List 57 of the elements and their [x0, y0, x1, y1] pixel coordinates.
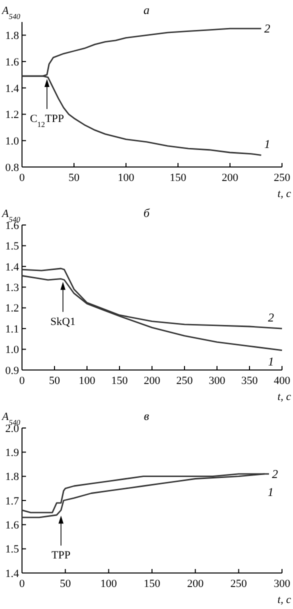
y-tick-label: 1.6 — [5, 520, 20, 532]
x-tick-label: 200 — [222, 172, 239, 184]
x-tick-label: 100 — [78, 375, 96, 387]
x-tick-label: 250 — [230, 578, 248, 590]
annotation: C$_{12}$TPP — [30, 113, 64, 129]
y-tick-label: 1.4 — [5, 82, 20, 95]
x-tick-label: 300 — [274, 578, 291, 590]
series-label: 2 — [264, 22, 270, 36]
x-axis-title: t, с — [278, 188, 292, 200]
x-tick-label: 150 — [144, 578, 161, 590]
annotation: SkQ1 — [50, 316, 76, 328]
y-axis-title: A$_{540}$ — [1, 5, 20, 20]
x-tick-label: 50 — [49, 375, 60, 387]
y-tick-label: 1.0 — [5, 344, 20, 356]
series-label: 1 — [268, 484, 274, 499]
y-tick-label: 1.3 — [5, 282, 20, 294]
x-tick-label: 150 — [111, 375, 128, 387]
y-tick-label: 1.4 — [5, 261, 20, 274]
chart-title: а — [144, 3, 150, 17]
y-tick-label: 1.8 — [5, 30, 20, 42]
y-tick-label: 1.1 — [5, 323, 19, 336]
x-tick-label: 200 — [187, 578, 204, 590]
y-tick-label: 1.4 — [5, 568, 20, 580]
y-tick-label: 1.0 — [5, 135, 20, 148]
y-tick-label: 1.2 — [5, 109, 19, 122]
series-label: 1 — [264, 137, 270, 152]
chart-title: в — [144, 409, 150, 423]
y-tick-label: 1.2 — [5, 302, 19, 315]
y-tick-label: 1.9 — [5, 447, 20, 460]
x-tick-label: 250 — [274, 172, 291, 184]
x-axis-title: t, с — [278, 391, 292, 403]
x-tick-label: 350 — [241, 375, 258, 387]
x-tick-label: 0 — [19, 578, 26, 590]
series-label: 2 — [268, 310, 274, 325]
annotation: TPP — [52, 550, 70, 562]
y-tick-label: 1.5 — [5, 544, 20, 556]
y-tick-label: 1.8 — [5, 471, 20, 484]
y-tick-label: 1.6 — [5, 56, 20, 68]
x-tick-label: 400 — [274, 375, 291, 387]
y-tick-label: 0.9 — [5, 364, 20, 377]
x-tick-label: 100 — [118, 172, 135, 184]
y-tick-label: 1.7 — [5, 495, 20, 508]
y-tick-label: 1.5 — [5, 240, 20, 253]
x-tick-label: 50 — [60, 578, 72, 590]
x-tick-label: 100 — [100, 578, 118, 590]
x-axis-title: t, с — [278, 594, 292, 606]
y-tick-label: 0.8 — [5, 162, 20, 174]
x-tick-label: 200 — [144, 375, 161, 387]
x-tick-label: 250 — [176, 375, 194, 387]
chart-title: б — [143, 206, 150, 220]
x-tick-label: 0 — [19, 172, 26, 184]
x-tick-label: 150 — [170, 172, 187, 184]
series-label: 1 — [268, 354, 274, 368]
x-tick-label: 50 — [68, 172, 80, 184]
series-label: 2 — [272, 466, 278, 481]
x-tick-label: 0 — [19, 375, 26, 387]
x-tick-label: 300 — [208, 375, 226, 387]
